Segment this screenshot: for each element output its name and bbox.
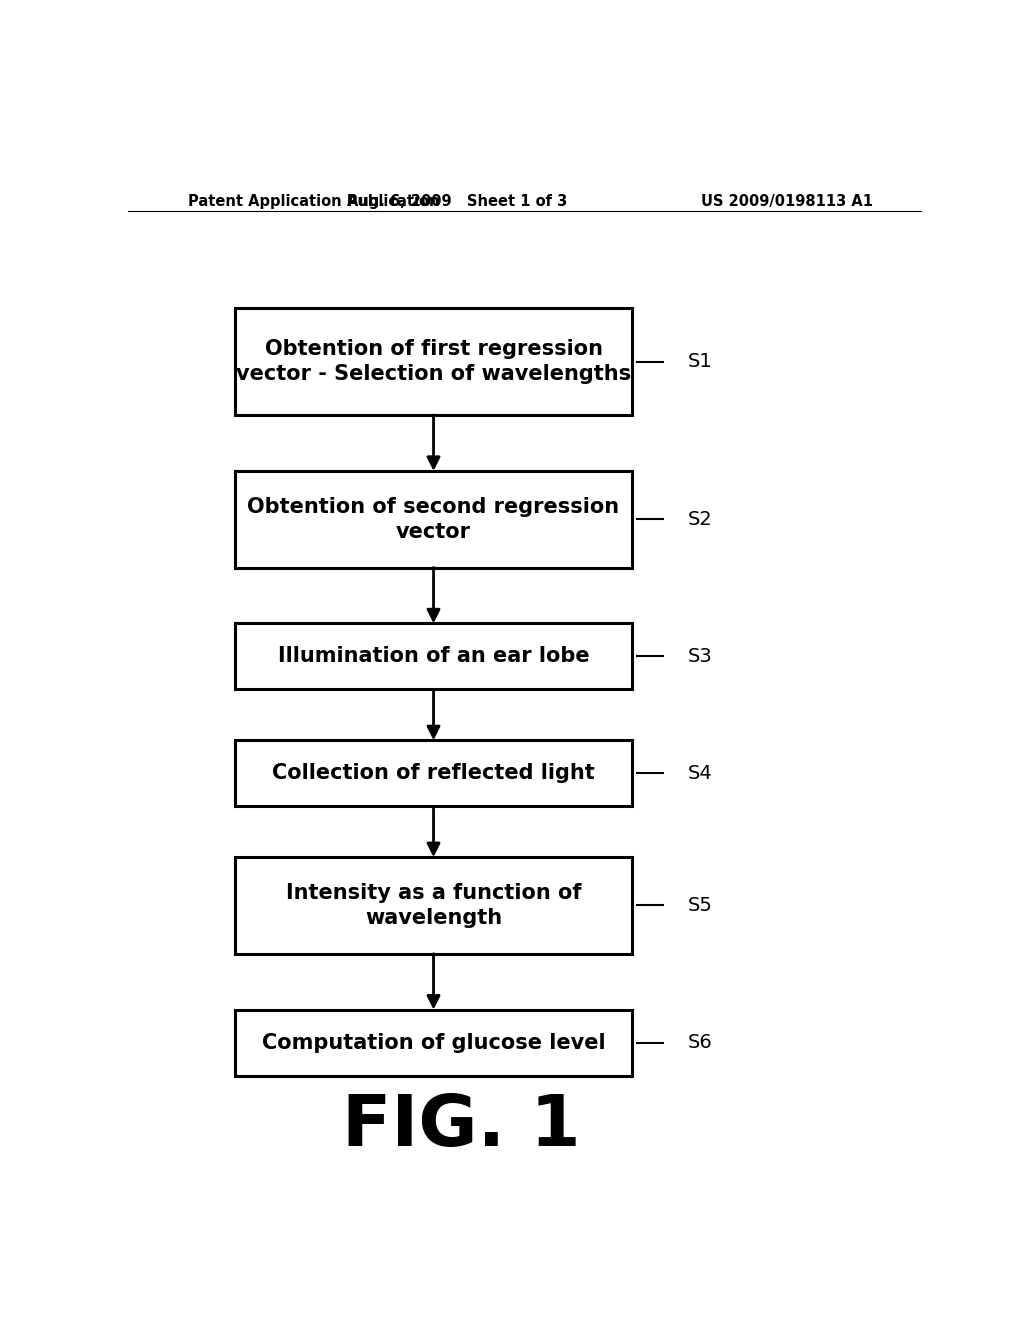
Text: S2: S2 bbox=[687, 510, 713, 529]
Bar bbox=[236, 471, 632, 568]
Text: Patent Application Publication: Patent Application Publication bbox=[187, 194, 439, 209]
Bar bbox=[236, 857, 632, 954]
Text: Aug. 6, 2009   Sheet 1 of 3: Aug. 6, 2009 Sheet 1 of 3 bbox=[347, 194, 567, 209]
Text: Obtention of second regression
vector: Obtention of second regression vector bbox=[248, 496, 620, 541]
Text: S1: S1 bbox=[687, 352, 713, 371]
Text: Intensity as a function of
wavelength: Intensity as a function of wavelength bbox=[286, 883, 582, 928]
Text: US 2009/0198113 A1: US 2009/0198113 A1 bbox=[700, 194, 872, 209]
Text: S4: S4 bbox=[687, 764, 713, 783]
Bar bbox=[236, 623, 632, 689]
Text: S6: S6 bbox=[687, 1034, 713, 1052]
Bar bbox=[236, 741, 632, 807]
Text: Illumination of an ear lobe: Illumination of an ear lobe bbox=[278, 647, 590, 667]
Text: S5: S5 bbox=[687, 896, 713, 915]
Text: Collection of reflected light: Collection of reflected light bbox=[272, 763, 595, 783]
Text: S3: S3 bbox=[687, 647, 713, 665]
Bar bbox=[236, 1010, 632, 1076]
Text: FIG. 1: FIG. 1 bbox=[342, 1092, 581, 1160]
Bar bbox=[236, 309, 632, 414]
Text: Computation of glucose level: Computation of glucose level bbox=[262, 1032, 605, 1052]
Text: Obtention of first regression
vector - Selection of wavelengths: Obtention of first regression vector - S… bbox=[236, 339, 631, 384]
